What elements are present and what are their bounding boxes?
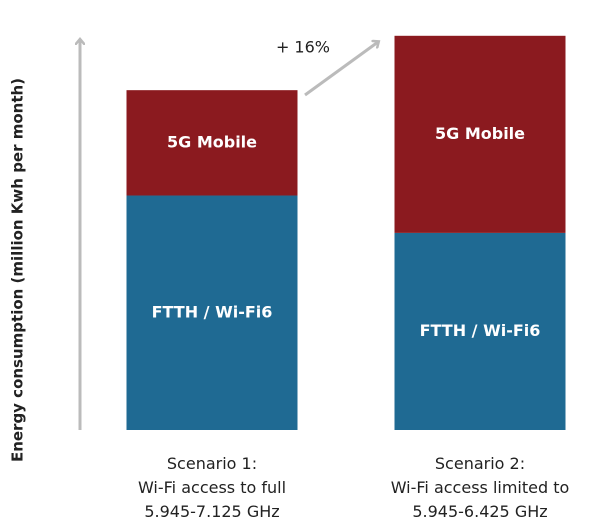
segment-label: 5G Mobile bbox=[167, 132, 257, 151]
bar-segment bbox=[394, 35, 566, 233]
bar-segment bbox=[126, 90, 298, 196]
segment-label: FTTH / Wi-Fi6 bbox=[420, 321, 541, 340]
y-axis-label: Energy consumption (million Kwh per mont… bbox=[9, 78, 27, 462]
bar-segment bbox=[126, 195, 298, 430]
x-tick-label: Scenario 2: Wi-Fi access limited to 5.94… bbox=[390, 454, 570, 521]
bar-segment bbox=[394, 232, 566, 430]
segment-label: FTTH / Wi-Fi6 bbox=[152, 302, 273, 321]
segment-label: 5G Mobile bbox=[435, 124, 525, 143]
x-tick-label: Scenario 1: Wi-Fi access to full 5.945-7… bbox=[137, 454, 287, 521]
annotation: + 16% bbox=[276, 38, 330, 57]
growth-arrow bbox=[304, 42, 378, 97]
